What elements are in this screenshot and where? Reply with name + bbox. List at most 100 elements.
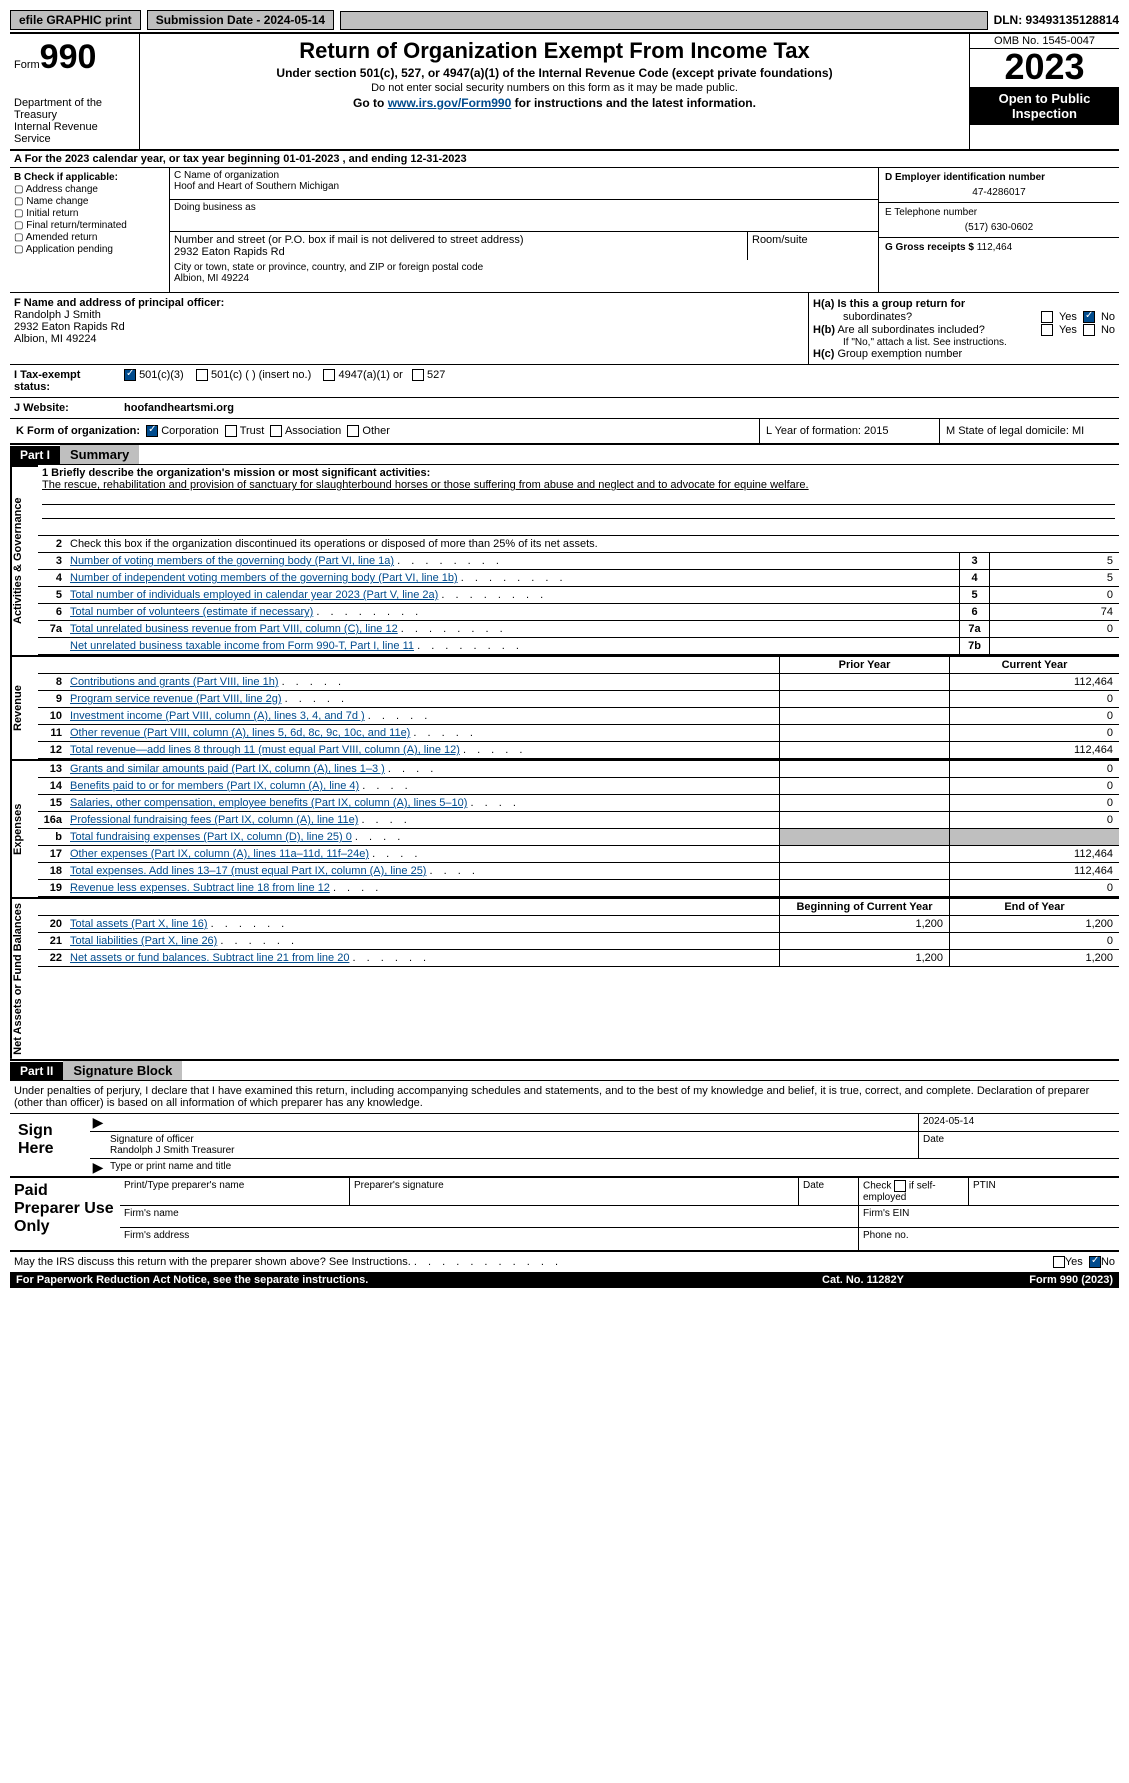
chk-501c3[interactable] [124, 369, 136, 381]
chk-corp[interactable] [146, 425, 158, 437]
sign-here-label: Sign Here [10, 1114, 90, 1176]
website-value: hoofandheartsmi.org [124, 402, 234, 414]
summary-line: 17Other expenses (Part IX, column (A), l… [38, 846, 1119, 863]
chk-final-return[interactable]: Final return/terminated [14, 220, 165, 231]
ein-label: D Employer identification number [885, 172, 1113, 183]
tax-exempt-row: I Tax-exempt status: 501(c)(3) 501(c) ( … [10, 365, 1119, 398]
officer-name: Randolph J Smith [14, 309, 804, 321]
summary-line: 8Contributions and grants (Part VIII, li… [38, 674, 1119, 691]
ptin-hdr: PTIN [969, 1178, 1119, 1205]
chk-address-change[interactable]: Address change [14, 184, 165, 195]
ha-yes[interactable] [1041, 311, 1053, 323]
summary-line: 19Revenue less expenses. Subtract line 1… [38, 880, 1119, 897]
summary-line: 15Salaries, other compensation, employee… [38, 795, 1119, 812]
signature-block: Under penalties of perjury, I declare th… [10, 1081, 1119, 1272]
ein-value: 47-4286017 [885, 183, 1113, 198]
dba-label: Doing business as [174, 202, 874, 213]
part-1-label: Part I [10, 446, 60, 464]
chk-pending[interactable]: Application pending [14, 244, 165, 255]
box-b: B Check if applicable: Address change Na… [10, 168, 170, 292]
officer-addr1: 2932 Eaton Rapids Rd [14, 321, 804, 333]
website-row: J Website: hoofandheartsmi.org [10, 398, 1119, 419]
summary-line: 20Total assets (Part X, line 16) . . . .… [38, 916, 1119, 933]
form-header: Form990 Department of the Treasury Inter… [10, 34, 1119, 151]
phone-value: (517) 630-0602 [885, 218, 1113, 233]
open-to-public: Open to Public Inspection [970, 87, 1119, 125]
summary-line: 3Number of voting members of the governi… [38, 553, 1119, 570]
officer-signature-name: Randolph J Smith Treasurer [110, 1145, 235, 1156]
phone-no-label: Phone no. [859, 1228, 1119, 1250]
gross-receipts-value: 112,464 [977, 242, 1012, 253]
dln: DLN: 93493135128814 [994, 13, 1119, 27]
self-employed-chk[interactable]: Check if self-employed [859, 1178, 969, 1205]
paid-preparer-label: Paid Preparer Use Only [10, 1178, 120, 1250]
discuss-no[interactable] [1089, 1256, 1101, 1268]
state-domicile: M State of legal domicile: MI [939, 419, 1119, 443]
city-state-zip: Albion, MI 49224 [174, 273, 874, 284]
city-label: City or town, state or province, country… [174, 262, 874, 273]
hb-note: If "No," attach a list. See instructions… [813, 337, 1115, 348]
paperwork-footer: For Paperwork Reduction Act Notice, see … [10, 1272, 1119, 1288]
chk-527[interactable] [412, 369, 424, 381]
org-info-block: B Check if applicable: Address change Na… [10, 168, 1119, 293]
summary-line: 11Other revenue (Part VIII, column (A), … [38, 725, 1119, 742]
part-2-label: Part II [10, 1062, 63, 1080]
form-org-row: K Form of organization: Corporation Trus… [10, 419, 1119, 445]
form-subtitle-2: Do not enter social security numbers on … [144, 82, 965, 94]
form-subtitle-1: Under section 501(c), 527, or 4947(a)(1)… [144, 66, 965, 80]
discuss-yes[interactable] [1053, 1256, 1065, 1268]
net-assets-section: Net Assets or Fund Balances Beginning of… [10, 899, 1119, 1061]
summary-line: 6Total number of volunteers (estimate if… [38, 604, 1119, 621]
org-name-label: C Name of organization [174, 170, 874, 181]
efile-button[interactable]: efile GRAPHIC print [10, 10, 141, 30]
addr-label: Number and street (or P.O. box if mail i… [174, 234, 743, 246]
hc-label: H(c) Group exemption number [813, 348, 1115, 360]
form-subtitle-3: Go to www.irs.gov/Form990 for instructio… [144, 96, 965, 110]
form-label: Form [14, 59, 40, 71]
summary-line: 18Total expenses. Add lines 13–17 (must … [38, 863, 1119, 880]
summary-line: 5Total number of individuals employed in… [38, 587, 1119, 604]
expenses-section: Expenses 13Grants and similar amounts pa… [10, 761, 1119, 899]
irs-link[interactable]: www.irs.gov/Form990 [388, 96, 512, 110]
irs-label: Internal Revenue Service [14, 121, 135, 145]
chk-assoc[interactable] [270, 425, 282, 437]
chk-name-change[interactable]: Name change [14, 196, 165, 207]
part-1-title: Summary [60, 445, 139, 464]
summary-line: 12Total revenue—add lines 8 through 11 (… [38, 742, 1119, 759]
part-1-bar: Part ISummary [10, 445, 1119, 465]
vtab-net-assets: Net Assets or Fund Balances [10, 899, 38, 1059]
chk-amended[interactable]: Amended return [14, 232, 165, 243]
summary-line: 10Investment income (Part VIII, column (… [38, 708, 1119, 725]
chk-trust[interactable] [225, 425, 237, 437]
street-address: 2932 Eaton Rapids Rd [174, 246, 743, 258]
chk-initial-return[interactable]: Initial return [14, 208, 165, 219]
mission-block: 1 Briefly describe the organization's mi… [38, 465, 1119, 536]
vtab-expenses: Expenses [10, 761, 38, 897]
officer-addr2: Albion, MI 49224 [14, 333, 804, 345]
chk-4947[interactable] [323, 369, 335, 381]
ha-no[interactable] [1083, 311, 1095, 323]
sig-date: 2024-05-14 [919, 1114, 1119, 1131]
hb-yes[interactable] [1041, 324, 1053, 336]
firm-ein-label: Firm's EIN [859, 1206, 1119, 1227]
box-d-e-g: D Employer identification number 47-4286… [879, 168, 1119, 292]
spacer [340, 11, 987, 30]
preparer-date-hdr: Date [799, 1178, 859, 1205]
form-title: Return of Organization Exempt From Incom… [144, 38, 965, 64]
summary-line: 21Total liabilities (Part X, line 26) . … [38, 933, 1119, 950]
summary-line: bTotal fundraising expenses (Part IX, co… [38, 829, 1119, 846]
submission-date: Submission Date - 2024-05-14 [147, 10, 334, 30]
summary-line: 13Grants and similar amounts paid (Part … [38, 761, 1119, 778]
perjury-declaration: Under penalties of perjury, I declare th… [10, 1081, 1119, 1114]
tax-year: 2023 [970, 49, 1119, 87]
summary-line: 16aProfessional fundraising fees (Part I… [38, 812, 1119, 829]
chk-other[interactable] [347, 425, 359, 437]
part-2-title: Signature Block [63, 1061, 182, 1080]
officer-label: F Name and address of principal officer: [14, 297, 804, 309]
chk-501c[interactable] [196, 369, 208, 381]
hb-no[interactable] [1083, 324, 1095, 336]
summary-line: Net unrelated business taxable income fr… [38, 638, 1119, 655]
vtab-governance: Activities & Governance [10, 465, 38, 655]
dept-treasury: Department of the Treasury [14, 97, 135, 121]
top-bar: efile GRAPHIC print Submission Date - 20… [10, 10, 1119, 34]
